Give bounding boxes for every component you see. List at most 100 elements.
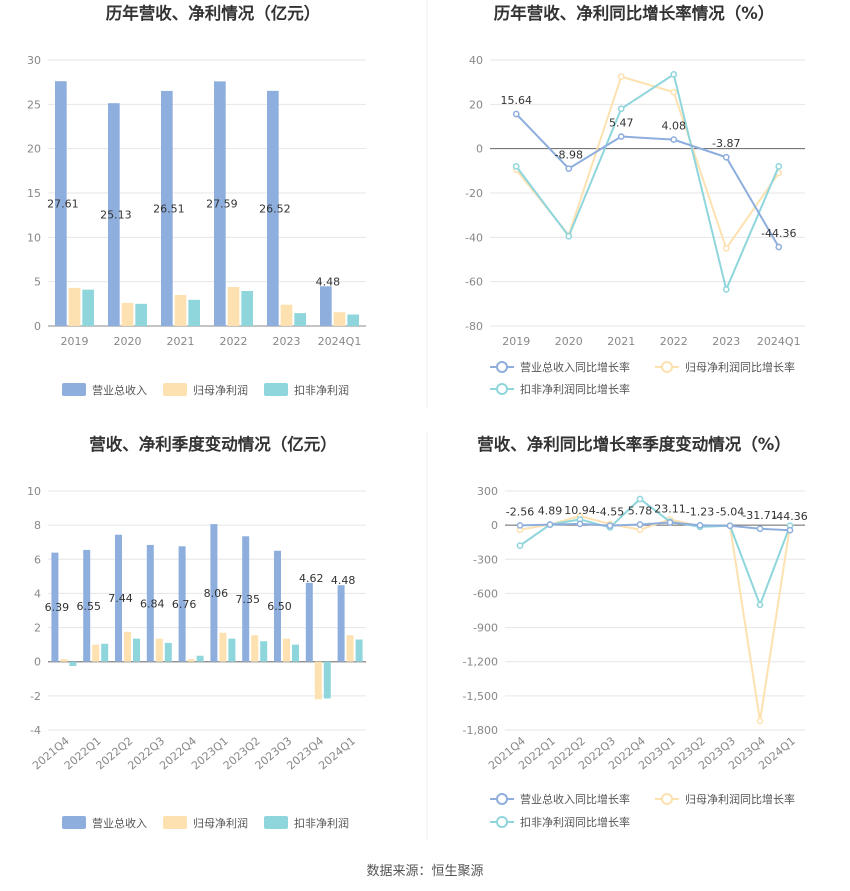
legend-marker [661, 793, 673, 805]
line-point [512, 110, 520, 118]
bar-revenue [115, 534, 123, 662]
y-tick-label: 20 [27, 143, 41, 156]
bar-net-profit-deducted [355, 639, 363, 662]
legend-label: 归母净利润 [193, 383, 248, 397]
data-label: -44.36 [772, 510, 807, 523]
line-revenue-yoy [515, 113, 780, 248]
data-label: 7.44 [108, 592, 133, 605]
x-tick-label: 2022 [220, 335, 248, 348]
legend-marker [496, 383, 508, 395]
line-revenue-yoy [519, 521, 791, 532]
y-tick-label: 30 [27, 54, 41, 67]
bar-net-profit-deducted [188, 299, 200, 326]
data-label: 4.62 [299, 572, 324, 585]
line-point [617, 73, 625, 80]
legend-swatch [264, 383, 288, 396]
bar-revenue [178, 546, 186, 662]
y-tick-label: -80 [465, 320, 483, 333]
line-net-profit-yoy [519, 515, 791, 722]
line-point [726, 522, 734, 530]
legend-swatch [62, 816, 86, 829]
y-tick-label: -300 [473, 553, 498, 566]
y-tick-label: 6 [34, 553, 41, 566]
legend-swatch [163, 816, 187, 829]
y-tick-label: 10 [27, 231, 41, 244]
y-tick-label: -600 [473, 587, 498, 600]
line-point [756, 601, 764, 609]
legend-label: 归母净利润同比增长率 [685, 792, 795, 806]
bar-net-profit [227, 286, 240, 326]
y-tick-label: 4 [34, 587, 41, 600]
data-label: 4.08 [662, 120, 687, 133]
bar-net-profit-deducted [69, 661, 77, 666]
line-point [516, 542, 524, 549]
data-label: -2.56 [506, 505, 534, 518]
chart-title-3: 营收、净利季度变动情况（亿元） [89, 434, 337, 454]
chart-title-4: 营收、净利同比增长率季度变动情况（%） [477, 434, 791, 454]
legend-marker [496, 793, 508, 805]
bar-revenue [55, 81, 67, 326]
data-label: 23.11 [654, 503, 686, 516]
x-tick-label: 2020 [114, 335, 142, 348]
bar-net-profit-deducted [164, 642, 172, 662]
legend-label: 扣非净利润同比增长率 [520, 815, 630, 829]
line-point [565, 165, 573, 172]
legend-label: 扣非净利润 [294, 816, 349, 830]
line-point [636, 521, 644, 528]
line-point [636, 526, 644, 534]
bar-net-profit [314, 661, 322, 700]
bar-revenue [337, 585, 345, 662]
data-label: 6.50 [267, 600, 292, 613]
data-label: -5.04 [716, 506, 744, 519]
y-tick-label: 25 [27, 98, 41, 111]
line-point [546, 521, 554, 528]
y-tick-label: 0 [491, 519, 498, 532]
line-point [516, 522, 524, 529]
bar-net-profit [283, 638, 290, 662]
y-tick-label: 0 [476, 143, 483, 156]
data-label: -8.98 [555, 149, 583, 162]
bar-net-profit-deducted [228, 638, 236, 662]
legend-swatch [264, 816, 288, 829]
bar-net-profit-deducted [260, 641, 268, 662]
x-tick-label: 2024Q1 [757, 335, 801, 348]
line-point [696, 521, 704, 529]
legend-label: 扣非净利润 [294, 383, 349, 397]
bar-net-profit-deducted [347, 314, 359, 326]
data-label: 6.39 [45, 601, 70, 614]
bar-net-profit [121, 302, 134, 326]
line-net-profit-deducted-yoy [519, 497, 791, 608]
bar-net-profit [174, 294, 187, 326]
y-tick-label: -40 [465, 231, 483, 244]
y-tick-label: 15 [27, 187, 41, 200]
bar-net-profit [251, 635, 259, 662]
line-point [670, 136, 678, 143]
data-label: 15.64 [501, 94, 533, 107]
x-tick-label: 2023 [273, 335, 301, 348]
bar-net-profit-deducted [241, 290, 253, 326]
bar-net-profit [124, 631, 131, 662]
y-tick-label: -60 [465, 276, 483, 289]
x-tick-label: 2024Q1 [318, 335, 362, 348]
data-label: 4.89 [538, 505, 563, 518]
data-label: 5.78 [628, 504, 653, 517]
data-label: 10.94 [564, 504, 596, 517]
bar-revenue [108, 103, 120, 326]
bar-revenue [51, 552, 59, 662]
y-tick-label: -1,500 [463, 690, 498, 703]
data-label: -3.87 [712, 137, 740, 150]
line-point [617, 133, 625, 140]
x-tick-label: 2020 [555, 335, 583, 348]
chart-title-1: 历年营收、净利情况（亿元） [106, 3, 321, 23]
legend-label: 营业总收入同比增长率 [520, 360, 630, 374]
line-point [512, 163, 520, 170]
data-label: -1.23 [686, 505, 714, 518]
legend-marker [661, 361, 673, 373]
legend-label: 归母净利润 [193, 816, 248, 830]
line-point [775, 163, 783, 170]
bar-net-profit [60, 659, 68, 662]
y-tick-label: 10 [27, 485, 41, 498]
data-label: 8.06 [204, 587, 229, 600]
bar-revenue [210, 524, 218, 662]
